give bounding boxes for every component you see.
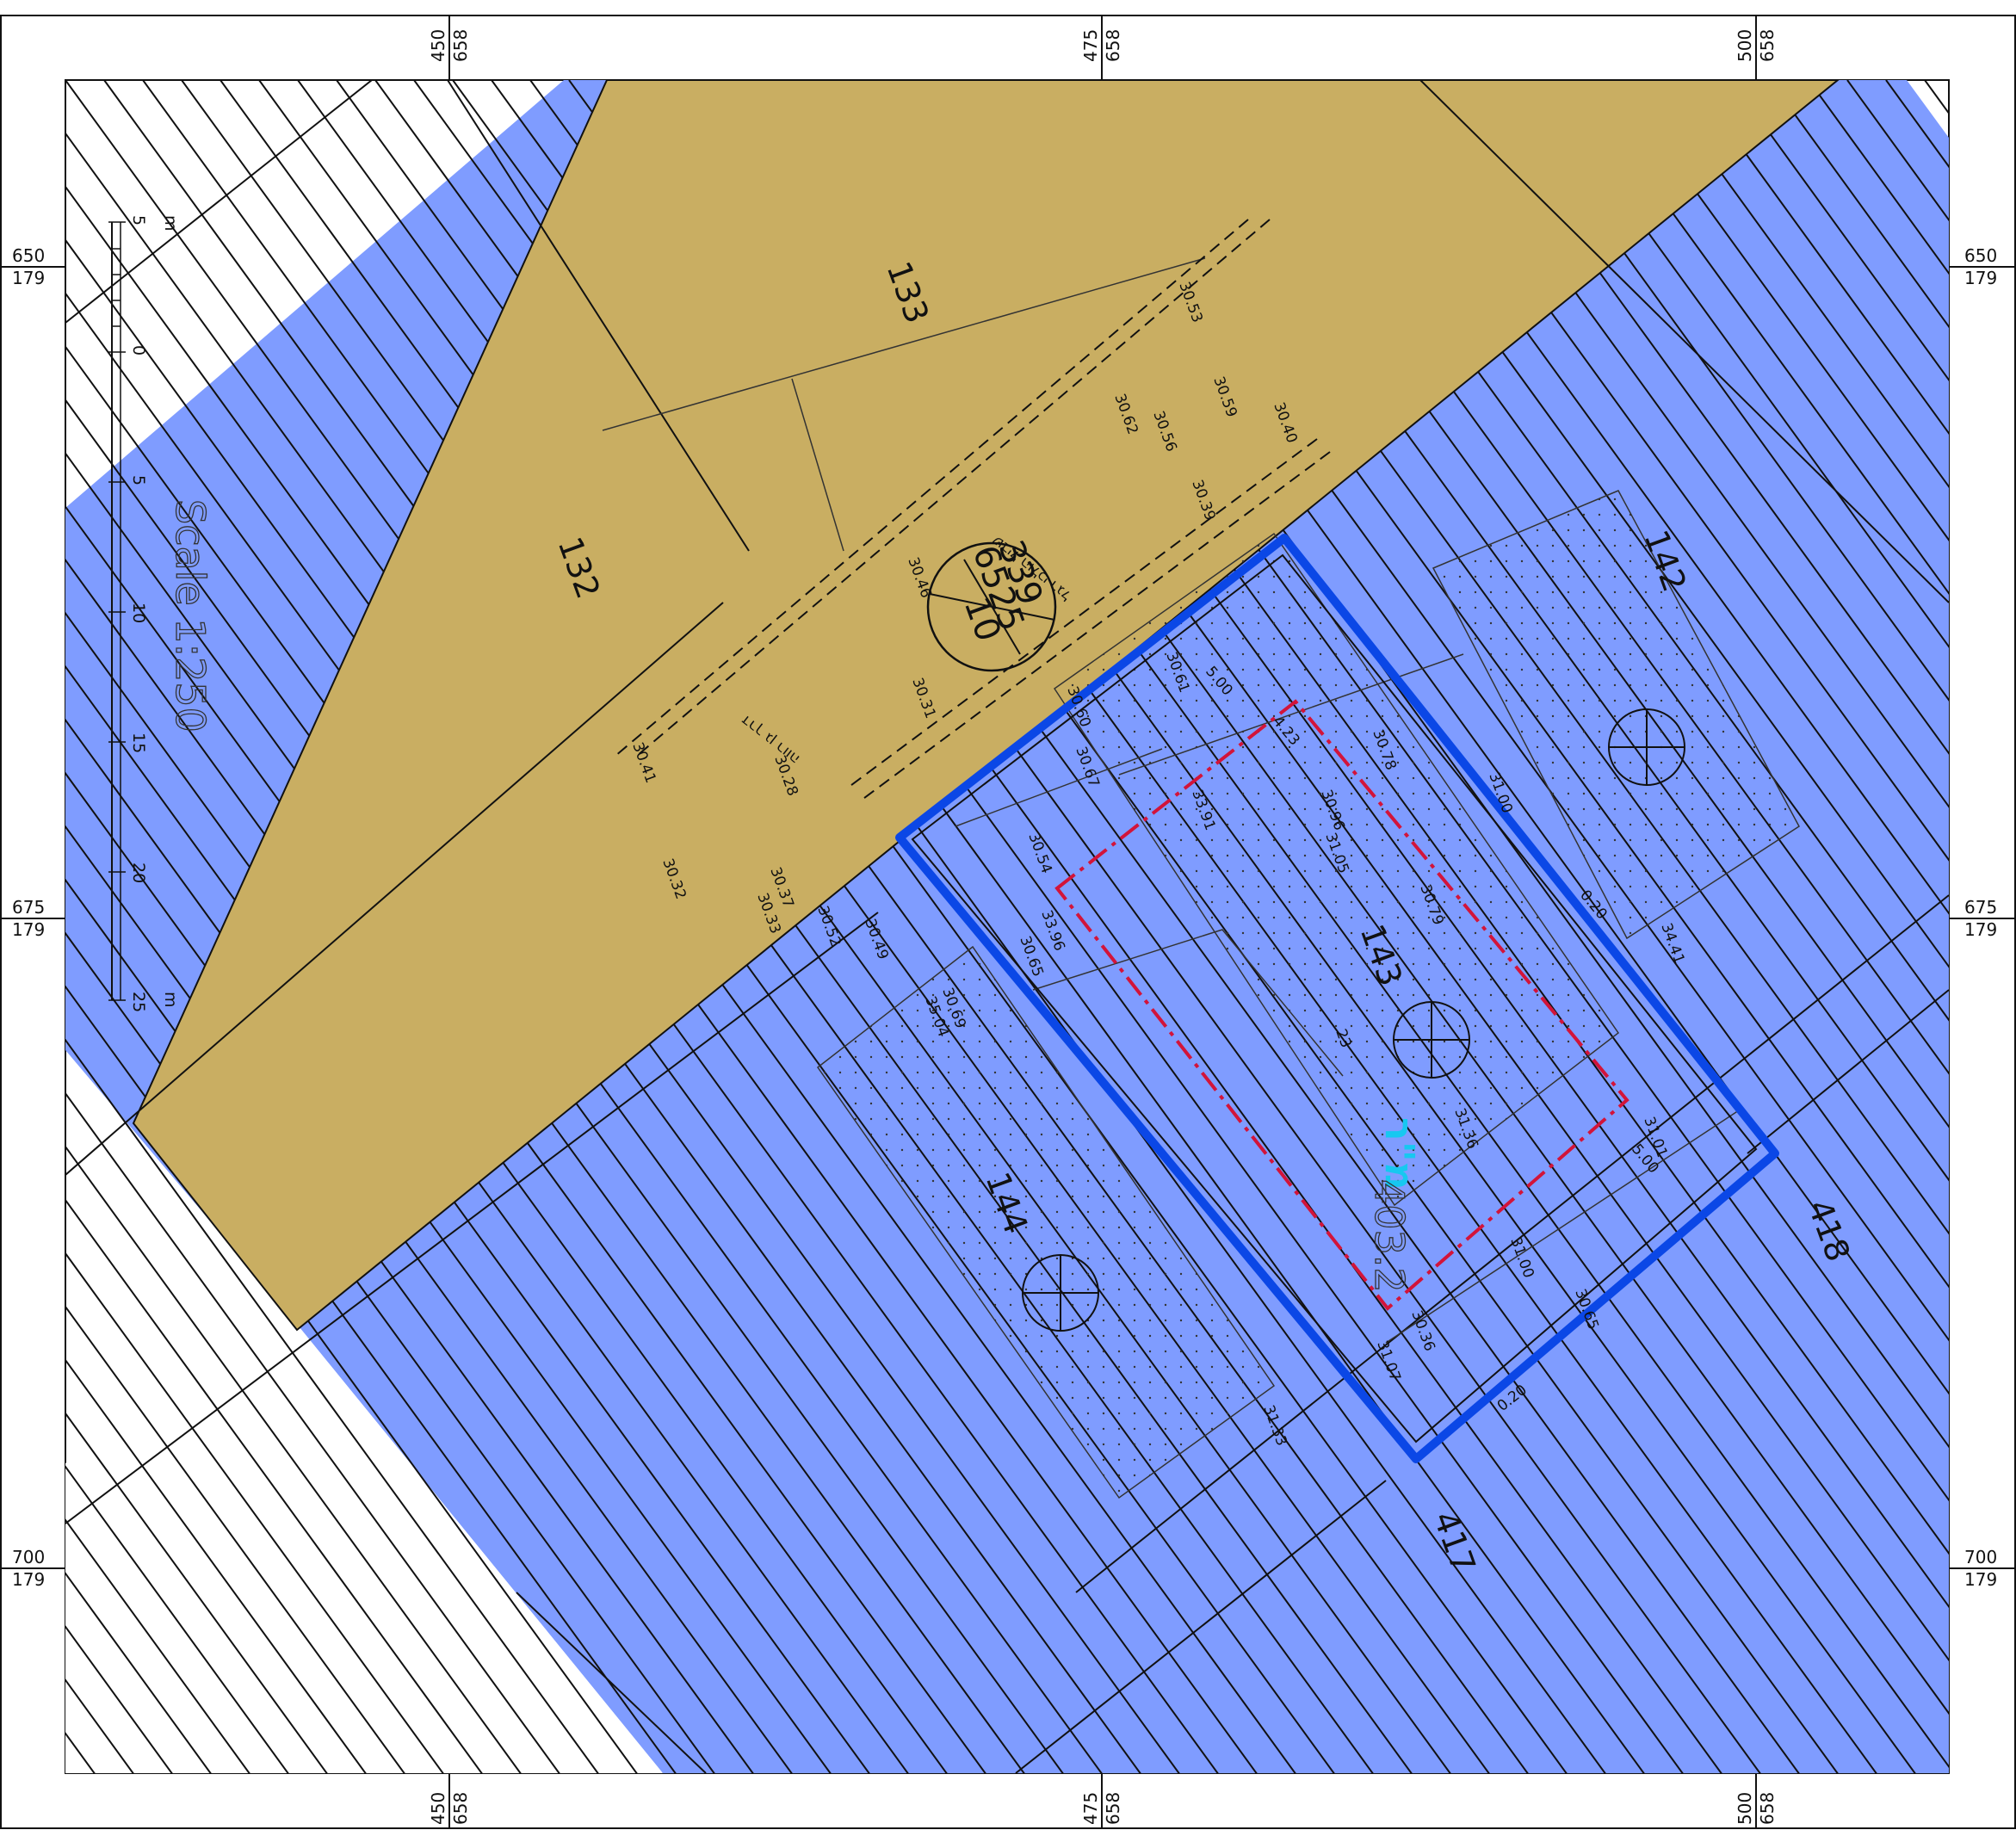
- utility-lines: [615, 219, 1331, 801]
- scale-tick-label: 0: [129, 345, 148, 355]
- hatch-line: [65, 1518, 250, 1773]
- grid-label: 179: [1964, 268, 1997, 288]
- grid-label: 179: [12, 268, 45, 288]
- hatch-line: [1382, 80, 1949, 862]
- grid-label: 658: [450, 1792, 471, 1825]
- hatch-line: [1459, 80, 1949, 755]
- hatch-line: [1265, 80, 1949, 1022]
- hatch-line: [103, 80, 1335, 1773]
- hatch-line: [65, 1198, 483, 1773]
- scale-tick-label: 20: [129, 862, 148, 883]
- grid-label: 500: [1735, 1792, 1755, 1825]
- grid-label: 450: [428, 1792, 448, 1825]
- grid-label: 179: [1964, 919, 1997, 940]
- grid-label: 658: [1757, 29, 1778, 62]
- hatch-line: [1498, 80, 1949, 702]
- scale-tick-label: 5: [129, 215, 148, 226]
- grid-label: 658: [1103, 29, 1123, 62]
- road-band: [132, 80, 1840, 1332]
- grid-label: 675: [1964, 897, 1997, 918]
- grid-label: 658: [1103, 1792, 1123, 1825]
- property-boundary: [895, 534, 1779, 1463]
- grid-label: 650: [12, 245, 45, 266]
- hatch-line: [1304, 80, 1949, 968]
- hatch-line: [1537, 80, 1949, 648]
- dotted-zone-143: [1053, 532, 1620, 1207]
- hatch-line: [65, 1038, 599, 1773]
- hatch-line: [142, 80, 1374, 1773]
- hatch-line: [1343, 80, 1949, 915]
- hatch-line: [1420, 80, 1949, 808]
- hatch-line: [65, 931, 677, 1773]
- hatch-line: [65, 1412, 328, 1773]
- block-marker: [926, 541, 1057, 672]
- grid-label: 450: [428, 29, 448, 62]
- outer-border: [0, 15, 2016, 1829]
- plot-area-marker: מ"ר: [1376, 1117, 1423, 1190]
- hatch-line: [220, 80, 1451, 1773]
- hatch-line: [65, 985, 638, 1773]
- hatch-line: [181, 80, 1413, 1773]
- dotted-zone-144: [816, 945, 1276, 1499]
- scale-tick-label: 5: [129, 475, 148, 485]
- grid-label: 475: [1080, 29, 1101, 62]
- property-inner-line: [911, 553, 1758, 1444]
- hatch-line: [1653, 80, 1949, 488]
- grid-label: 650: [1964, 245, 1997, 266]
- grid-label: 179: [12, 1569, 45, 1590]
- grid-label: 475: [1080, 1792, 1101, 1825]
- hatch-line: [65, 878, 715, 1773]
- scale-unit-top: m: [161, 215, 180, 232]
- grid-label: 658: [1757, 1792, 1778, 1825]
- hatch-line: [1575, 80, 1949, 595]
- grid-label: 675: [12, 897, 45, 918]
- hatch-line: [65, 1305, 405, 1773]
- top-grid-labels: 450 658 475 658 500 658: [428, 29, 1778, 62]
- bottom-grid-labels: 450 658 475 658 500 658: [428, 1792, 1778, 1825]
- hatch-line: [65, 1252, 444, 1773]
- construction-lines: [602, 257, 1740, 1344]
- hatch-line: [65, 1358, 367, 1773]
- grid-label: 179: [1964, 1569, 1997, 1590]
- grid-label: 179: [12, 919, 45, 940]
- tree-symbols: [1022, 708, 1685, 1332]
- hatch-line: [65, 825, 754, 1773]
- hatch-line: [65, 1465, 289, 1773]
- building-line: [1054, 699, 1629, 1311]
- grid-ticks: [1, 15, 2015, 1828]
- scale-bar: m 5 0 5 10 15 20 25 m Scale 1:250: [108, 215, 214, 1012]
- cadastral-lines: [65, 80, 1949, 1773]
- right-grid-labels: 650 179 675 179 700 179: [1964, 245, 1997, 1590]
- hatch-line: [1691, 80, 1949, 436]
- scale-tick-label: 15: [129, 733, 148, 753]
- dotted-zone-142: [1432, 490, 1800, 940]
- hatch-line: [65, 1145, 522, 1773]
- plot-area-value: 403.2: [1366, 1179, 1413, 1293]
- hatch-line: [1730, 80, 1949, 382]
- scale-title: Scale 1:250: [167, 499, 213, 733]
- scale-unit-bottom: m: [161, 992, 180, 1008]
- scale-tick-label: 25: [129, 992, 148, 1012]
- grid-label: 658: [450, 29, 471, 62]
- scale-tick-label: 10: [129, 603, 148, 623]
- grid-label: 700: [12, 1547, 45, 1567]
- left-grid-labels: 650 179 675 179 700 179: [12, 245, 45, 1590]
- grid-label: 700: [1964, 1547, 1997, 1567]
- hatch-line: [1614, 80, 1949, 541]
- grid-label: 500: [1735, 29, 1755, 62]
- hatch-line: [65, 1091, 560, 1773]
